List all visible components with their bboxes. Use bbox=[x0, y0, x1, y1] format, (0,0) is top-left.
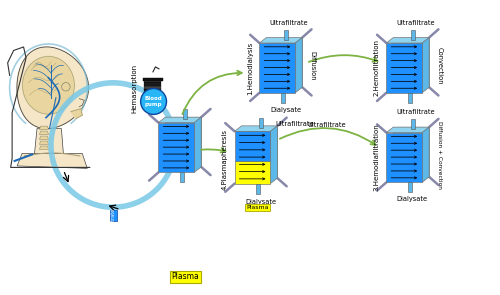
Polygon shape bbox=[234, 126, 278, 131]
Text: Hemasorption: Hemasorption bbox=[131, 64, 137, 113]
Polygon shape bbox=[408, 93, 412, 103]
Text: Filtrate: Filtrate bbox=[110, 208, 116, 225]
Polygon shape bbox=[180, 172, 184, 182]
Polygon shape bbox=[166, 117, 201, 167]
Polygon shape bbox=[144, 83, 162, 86]
Text: 4.Plasmapheresis: 4.Plasmapheresis bbox=[222, 130, 228, 191]
Polygon shape bbox=[40, 136, 48, 140]
Polygon shape bbox=[259, 118, 264, 128]
Polygon shape bbox=[386, 37, 429, 43]
Text: Diffusion + Convection: Diffusion + Convection bbox=[436, 121, 442, 189]
Text: Dialysate: Dialysate bbox=[245, 199, 276, 204]
Polygon shape bbox=[194, 117, 201, 172]
Polygon shape bbox=[411, 30, 415, 40]
Polygon shape bbox=[34, 129, 64, 153]
Text: Plasma: Plasma bbox=[172, 272, 199, 281]
Polygon shape bbox=[183, 109, 188, 119]
Text: Dialysate: Dialysate bbox=[397, 196, 428, 202]
Polygon shape bbox=[40, 146, 48, 150]
Polygon shape bbox=[284, 30, 288, 40]
Polygon shape bbox=[270, 126, 278, 183]
Polygon shape bbox=[142, 105, 164, 108]
Text: Ultrafiltrate: Ultrafiltrate bbox=[396, 109, 435, 115]
Text: Diffusion: Diffusion bbox=[310, 51, 316, 80]
Polygon shape bbox=[242, 126, 278, 178]
Polygon shape bbox=[144, 86, 162, 89]
Polygon shape bbox=[144, 93, 162, 96]
Polygon shape bbox=[256, 183, 260, 194]
Polygon shape bbox=[296, 37, 302, 93]
Polygon shape bbox=[17, 153, 88, 168]
Text: Convection: Convection bbox=[436, 47, 442, 84]
Text: Plasma: Plasma bbox=[246, 205, 268, 210]
Polygon shape bbox=[22, 56, 74, 114]
Polygon shape bbox=[144, 100, 162, 103]
Polygon shape bbox=[260, 37, 302, 43]
Polygon shape bbox=[40, 141, 48, 145]
Text: Dialysate: Dialysate bbox=[270, 107, 301, 113]
Polygon shape bbox=[71, 109, 83, 119]
Polygon shape bbox=[144, 103, 162, 106]
Text: Ultrafiltrate: Ultrafiltrate bbox=[270, 20, 308, 26]
Polygon shape bbox=[144, 89, 162, 93]
Text: 3.Hemodiafiltration: 3.Hemodiafiltration bbox=[374, 124, 380, 191]
Polygon shape bbox=[386, 132, 422, 182]
Polygon shape bbox=[411, 119, 415, 129]
Polygon shape bbox=[158, 123, 194, 172]
Polygon shape bbox=[422, 37, 429, 93]
Polygon shape bbox=[281, 93, 285, 103]
Text: 1.Hemodialysis: 1.Hemodialysis bbox=[247, 41, 253, 94]
Polygon shape bbox=[266, 37, 302, 87]
Polygon shape bbox=[144, 96, 162, 100]
Text: Blood
pump: Blood pump bbox=[144, 96, 162, 107]
FancyArrowPatch shape bbox=[309, 55, 378, 62]
Polygon shape bbox=[142, 78, 164, 81]
Polygon shape bbox=[260, 43, 296, 93]
Text: Ultrafiltrate: Ultrafiltrate bbox=[308, 122, 346, 128]
Text: 2.Hemofiltration: 2.Hemofiltration bbox=[374, 39, 380, 96]
Text: Ultrafiltrate: Ultrafiltrate bbox=[396, 20, 435, 26]
Polygon shape bbox=[234, 161, 270, 183]
FancyArrowPatch shape bbox=[182, 71, 242, 114]
Polygon shape bbox=[408, 182, 412, 192]
Polygon shape bbox=[386, 43, 422, 93]
FancyArrowPatch shape bbox=[280, 128, 376, 145]
Polygon shape bbox=[386, 127, 429, 132]
Polygon shape bbox=[144, 79, 162, 83]
Polygon shape bbox=[158, 117, 201, 123]
Text: Ultrafiltrate: Ultrafiltrate bbox=[276, 121, 314, 127]
Polygon shape bbox=[422, 127, 429, 182]
Polygon shape bbox=[234, 131, 270, 161]
Polygon shape bbox=[40, 131, 48, 135]
Circle shape bbox=[140, 88, 166, 114]
Polygon shape bbox=[394, 127, 429, 177]
Polygon shape bbox=[40, 126, 48, 130]
Polygon shape bbox=[17, 47, 88, 129]
Polygon shape bbox=[394, 37, 429, 87]
Polygon shape bbox=[110, 210, 116, 221]
FancyArrowPatch shape bbox=[201, 148, 226, 153]
